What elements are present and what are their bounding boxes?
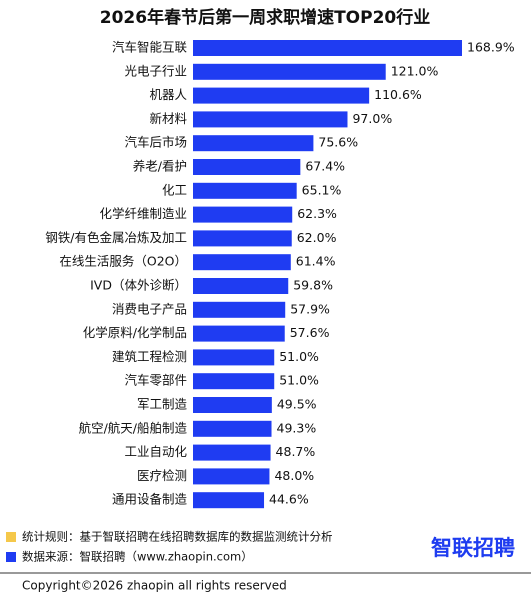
bar (193, 111, 348, 128)
category-label: 通用设备制造 (112, 492, 188, 507)
logo: 智联招聘 (431, 536, 515, 560)
value-label: 59.8% (293, 278, 333, 293)
note-text: 统计规则：基于智联招聘在线招聘数据库的数据监测统计分析 (22, 530, 333, 544)
bar (193, 230, 292, 247)
category-label: 光电子行业 (124, 63, 187, 78)
value-label: 62.3% (297, 206, 337, 221)
value-label: 57.9% (290, 301, 330, 316)
category-label: 机器人 (149, 87, 187, 102)
value-label: 121.0% (391, 63, 439, 78)
value-label: 75.6% (318, 135, 358, 150)
bar (193, 135, 314, 152)
chart-title: 2026年春节后第一周求职增速TOP20行业 (100, 7, 430, 28)
bar (193, 325, 285, 342)
category-label: IVD（体外诊断） (90, 278, 187, 293)
bar (193, 373, 275, 390)
category-label: 工业自动化 (124, 444, 187, 459)
note-marker (6, 532, 16, 542)
value-label: 48.0% (274, 468, 314, 483)
category-label: 养老/看护 (133, 159, 187, 174)
value-label: 44.6% (269, 492, 309, 507)
value-label: 61.4% (296, 254, 336, 269)
category-label: 消费电子产品 (112, 301, 187, 316)
bar (193, 492, 265, 509)
bar (193, 63, 386, 80)
bar (193, 159, 301, 175)
category-label: 建筑工程检测 (112, 349, 187, 364)
note-text: 数据来源：智联招聘（www.zhaopin.com） (22, 550, 253, 564)
value-label: 168.9% (467, 40, 515, 55)
note-marker (6, 552, 16, 562)
category-label: 在线生活服务（O2O） (59, 254, 187, 269)
value-label: 110.6% (374, 87, 422, 102)
value-label: 49.3% (277, 420, 317, 435)
bar (193, 40, 462, 56)
value-label: 48.7% (276, 444, 316, 459)
category-label: 航空/航天/船舶制造 (79, 420, 188, 435)
value-label: 51.0% (279, 349, 319, 364)
copyright: Copyright©2026 zhaopin all rights reserv… (22, 579, 287, 593)
category-label: 汽车零部件 (124, 373, 187, 388)
value-label: 67.4% (305, 159, 345, 174)
bar (193, 349, 275, 366)
value-label: 65.1% (302, 182, 342, 197)
category-label: 化学纤维制造业 (99, 206, 187, 221)
category-label: 医疗检测 (137, 468, 187, 483)
bar (193, 444, 271, 461)
bar (193, 420, 272, 437)
value-label: 51.0% (279, 373, 319, 388)
value-label: 62.0% (297, 230, 337, 245)
category-label: 化工 (162, 182, 187, 197)
value-label: 97.0% (352, 111, 392, 126)
bar (193, 397, 272, 413)
bar (193, 278, 289, 294)
category-label: 汽车智能互联 (112, 40, 188, 55)
bar (193, 87, 370, 104)
category-label: 军工制造 (137, 397, 188, 412)
category-label: 汽车后市场 (124, 135, 187, 150)
category-label: 新材料 (149, 111, 187, 126)
bar (193, 301, 286, 318)
bar (193, 206, 293, 223)
bar (193, 254, 291, 271)
category-label: 化学原料/化学制品 (83, 325, 187, 340)
value-label: 57.6% (290, 325, 330, 340)
bar (193, 182, 297, 199)
bar (193, 468, 270, 485)
category-label: 钢铁/有色金属冶炼及加工 (45, 230, 187, 245)
value-label: 49.5% (277, 397, 317, 412)
